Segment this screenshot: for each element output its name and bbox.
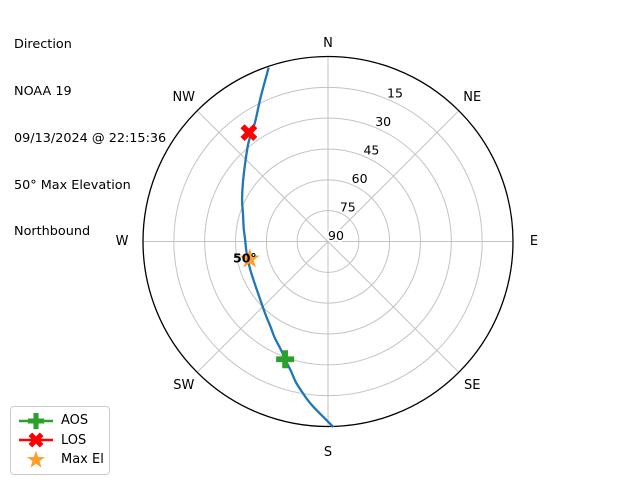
- compass-label-e: E: [530, 234, 538, 249]
- compass-label-se: SE: [464, 378, 480, 393]
- pass-track: [240, 67, 334, 428]
- legend-item-maxel: Max El: [16, 450, 104, 470]
- pass-direction-text: Northbound: [14, 224, 91, 240]
- legend-star-glyph: [27, 450, 45, 468]
- max-el-value-label: 50°: [233, 250, 257, 265]
- pass-timestamp: 09/13/2024 @ 22:15:36: [14, 130, 167, 146]
- legend-label-los: LOS: [61, 432, 87, 448]
- compass-label-nw: NW: [172, 90, 195, 105]
- compass-label-sw: SW: [173, 378, 194, 393]
- azimuth-spoke-ne: [327, 110, 460, 242]
- legend: AOS LOS Max El: [10, 406, 110, 475]
- azimuth-spoke-se: [327, 241, 460, 373]
- los-x-icon: [16, 431, 56, 449]
- legend-label-maxel: Max El: [61, 452, 104, 468]
- legend-x-glyph: [28, 432, 44, 448]
- max-elevation-text: 50° Max Elevation: [14, 177, 131, 193]
- legend-item-aos: AOS: [16, 411, 104, 431]
- elevation-label-45: 45: [363, 143, 379, 158]
- legend-plus-glyph: [28, 412, 44, 429]
- chart-title: Direction: [14, 37, 72, 53]
- compass-label-ne: NE: [463, 90, 481, 105]
- compass-label-w: W: [116, 234, 129, 249]
- azimuth-spoke-nw: [196, 110, 329, 242]
- legend-item-los: LOS: [16, 431, 104, 451]
- elevation-label-30: 30: [375, 114, 391, 129]
- max-el-marker: [239, 248, 260, 268]
- legend-label-aos: AOS: [61, 413, 89, 429]
- pass-info-block: Direction NOAA 19 09/13/2024 @ 22:15:36 …: [14, 6, 166, 256]
- max-el-star-icon: [16, 450, 56, 469]
- satellite-name: NOAA 19: [14, 83, 72, 99]
- elevation-label-75: 75: [340, 200, 356, 215]
- elevation-label-90: 90: [328, 228, 344, 243]
- compass-label-s: S: [324, 445, 332, 460]
- compass-label-n: N: [323, 36, 333, 51]
- los-marker: [240, 124, 258, 142]
- horizon-circle: [142, 55, 514, 428]
- aos-plus-icon: [16, 412, 56, 430]
- elevation-label-60: 60: [352, 171, 368, 186]
- elevation-label-15: 15: [387, 86, 403, 101]
- aos-marker: [276, 350, 295, 369]
